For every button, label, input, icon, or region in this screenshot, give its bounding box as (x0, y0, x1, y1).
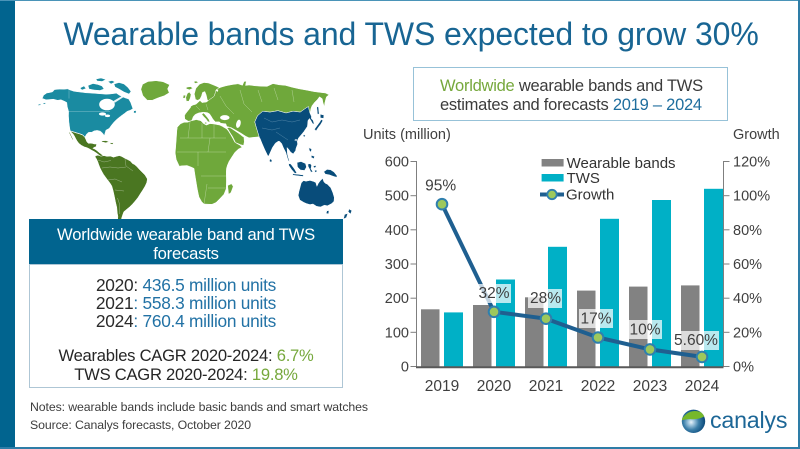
svg-text:95%: 95% (425, 177, 456, 194)
svg-text:2020: 2020 (477, 378, 512, 395)
svg-text:28%: 28% (530, 290, 561, 307)
svg-text:120%: 120% (733, 155, 770, 171)
svg-text:2019: 2019 (425, 378, 459, 395)
svg-text:300: 300 (385, 257, 409, 273)
svg-text:60%: 60% (733, 257, 762, 273)
svg-text:Growth: Growth (566, 187, 614, 204)
svg-text:2022: 2022 (581, 378, 615, 395)
svg-text:600: 600 (385, 155, 409, 171)
svg-text:2023: 2023 (633, 378, 667, 395)
svg-text:Wearable bands: Wearable bands (567, 155, 676, 172)
svg-text:2021: 2021 (529, 378, 563, 395)
svg-text:10%: 10% (629, 322, 660, 339)
svg-text:500: 500 (385, 189, 409, 205)
svg-text:80%: 80% (733, 223, 762, 239)
svg-text:0: 0 (401, 360, 409, 376)
svg-text:32%: 32% (478, 285, 509, 302)
svg-text:200: 200 (385, 291, 409, 307)
svg-text:TWS: TWS (567, 170, 600, 187)
svg-text:100%: 100% (733, 189, 770, 205)
svg-text:100: 100 (385, 325, 409, 341)
svg-text:2024: 2024 (685, 378, 720, 395)
svg-text:5.60%: 5.60% (674, 332, 718, 349)
svg-text:17%: 17% (580, 311, 611, 328)
svg-text:400: 400 (385, 223, 409, 239)
svg-text:20%: 20% (733, 325, 762, 341)
svg-text:40%: 40% (733, 291, 762, 307)
svg-text:0%: 0% (733, 360, 754, 376)
